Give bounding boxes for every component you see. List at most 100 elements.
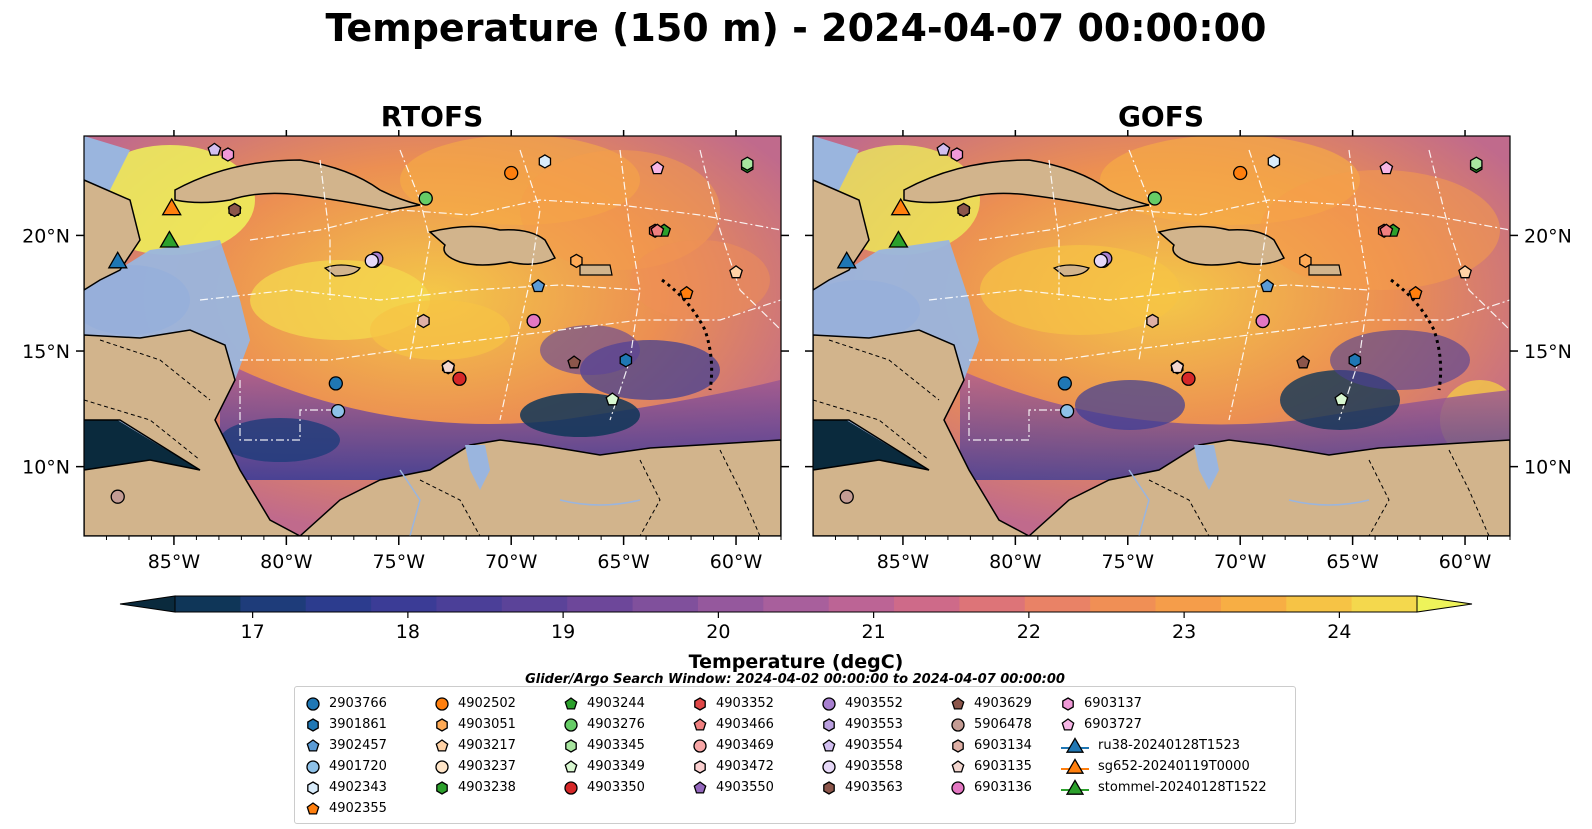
legend-pentagon-symbol [822,738,836,752]
colorbar: 17 18 19 20 21 22 23 24 [119,595,1473,643]
legend-symbol [693,738,707,753]
legend-item: 3901861 [305,714,387,735]
colorbar-segment [1286,596,1353,612]
legend-symbol [822,738,836,752]
legend-symbol [306,738,320,752]
land-puerto-rico [579,264,613,276]
legend-label: 4903466 [716,717,774,732]
legend-label: 3902457 [329,738,387,753]
land-jamaica [323,264,361,277]
legend-symbol [1062,696,1074,711]
float-marker-6903134 [417,313,430,329]
float-marker-4903349 [605,392,620,406]
legend-circle-symbol [435,759,449,774]
legend-label: 6903136 [974,780,1032,795]
legend-item: 4903350 [563,777,645,798]
legend-label: sg652-20240119T0000 [1098,759,1250,774]
land-cuba [903,159,1150,211]
lon-tick-label: 85°W [877,551,930,573]
float-marker-4903558 [1093,253,1108,269]
land-central-america [84,329,301,536]
legend-item: 4903051 [434,714,516,735]
legend-symbol [565,738,577,753]
float-marker-4901720 [1059,403,1075,419]
float-marker-4903629 [1296,355,1311,369]
legend-item: 2903766 [305,693,387,714]
glider-marker-stommel-20240128T1522 [888,230,909,248]
legend-item: 3902457 [305,735,387,756]
legend-label: 4903051 [458,717,516,732]
legend-item: 4903466 [692,714,774,735]
legend-symbol [306,696,320,711]
glider-marker-sg652-20240119T0000 [890,197,911,216]
legend-label: 4903237 [458,759,516,774]
legend-item: 4903563 [821,777,903,798]
legend-label: 4903558 [845,759,903,774]
float-marker-4903051 [1299,253,1312,269]
float-marker-5906478 [110,489,125,504]
legend-column: 6903137 6903727 ru38-20240128T1523 sg652-20… [1060,693,1267,798]
legend-item: 4903629 [950,693,1032,714]
legend-label: 4903563 [845,780,903,795]
legend-symbol [564,759,578,773]
legend-label: 4903552 [845,696,903,711]
colorbar-segment [763,596,830,612]
float-marker-6903134 [1146,313,1159,329]
float-marker-4902502 [504,165,519,181]
legend-label: 4903629 [974,696,1032,711]
colorbar-tick-label: 18 [396,621,420,643]
legend-symbol [694,696,706,711]
legend-column: 4903552 4903553 4903554 4903558 4903563 [821,693,903,798]
colorbar-extend-high [1416,595,1473,613]
float-marker-4903554 [936,142,951,156]
legend-item: 4903352 [692,693,774,714]
float-marker-4903345 [1469,156,1483,171]
float-marker-4903563 [228,202,241,218]
legend-item: 4903276 [563,714,645,735]
lon-tick-label: 60°W [1439,551,1492,573]
colorbar-tick-label: 19 [551,621,575,643]
land-puerto-rico [1308,264,1342,276]
float-marker-6903135 [441,359,456,374]
legend-symbol [822,759,836,774]
float-marker-6903136 [1255,313,1270,329]
legend-column: 4903352 4903466 4903469 4903472 4903550 [692,693,774,798]
lat-tick-label: 10°N [22,457,70,479]
legend-hexagon-symbol [694,696,706,711]
legend-label: 4903244 [587,696,645,711]
float-marker-4903350 [452,371,467,386]
legend-symbol [564,780,578,795]
legend-column: 2903766 3901861 3902457 4901720 4902343 49023… [305,693,387,819]
legend-item: 4903349 [563,756,645,777]
legend-symbol [823,780,835,795]
axis-ticks: 85°W 80°W 75°W 70°W 65°W 60°W 85°W 80°W 75°W 70°W… [22,130,1572,573]
legend-symbol [436,717,448,732]
float-marker-4902343 [1267,154,1281,169]
legend-label: 2903766 [329,696,387,711]
legend-symbol [693,717,707,731]
legend-column: 4903629 5906478 6903134 6903135 6903136 [950,693,1032,798]
legend-item: 4903217 [434,735,516,756]
lat-tick-label: 20°N [22,225,70,247]
legend-hexagon-symbol [436,780,448,795]
legend-label: 4903217 [458,738,516,753]
legend-circle-symbol [822,759,836,774]
legend-item: 4903345 [563,735,645,756]
float-marker-4903554 [207,142,222,156]
float-marker-4902355 [1408,285,1423,300]
legend-circle-symbol [951,717,965,732]
legend-item: 4903244 [563,693,645,714]
legend-hexagon-symbol [307,717,319,732]
float-marker-6903135 [1170,359,1185,374]
legend-symbol [951,759,965,773]
land-cuba [174,159,421,211]
colorbar-segment [697,596,764,612]
legend-item: 6903136 [950,777,1032,798]
legend-label: 6903134 [974,738,1032,753]
land-yucatan [84,179,141,291]
legend-hexagon-symbol [823,780,835,795]
legend-circle-symbol [435,696,449,711]
legend-symbol [693,780,707,794]
float-marker-4903466 [650,223,665,237]
